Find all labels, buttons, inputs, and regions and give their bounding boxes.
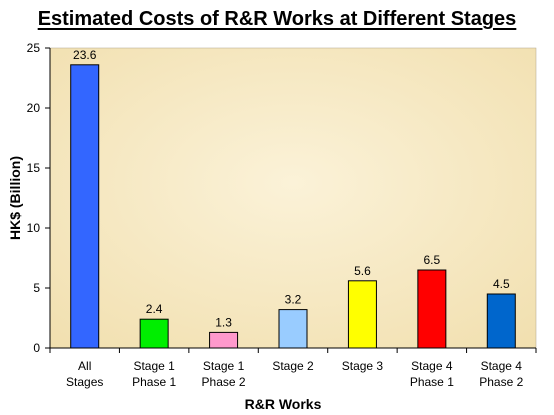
- x-category-label: Stage 4: [481, 359, 523, 373]
- y-tick-label: 20: [27, 101, 41, 115]
- x-category-label: All: [78, 359, 91, 373]
- y-tick-label: 15: [27, 161, 41, 175]
- data-label: 2.4: [146, 302, 163, 316]
- bar: [139, 318, 169, 349]
- data-label: 1.3: [215, 315, 232, 329]
- x-category-label: Phase 1: [132, 375, 176, 389]
- x-category-label: Stage 1: [133, 359, 175, 373]
- x-category-label: Phase 2: [202, 375, 246, 389]
- y-tick-label: 0: [33, 341, 40, 355]
- data-label: 5.6: [354, 264, 371, 278]
- data-label: 4.5: [493, 277, 510, 291]
- data-label: 6.5: [424, 253, 441, 267]
- x-category-label: Stage 3: [342, 359, 384, 373]
- y-tick-label: 5: [33, 281, 40, 295]
- x-axis-title: R&R Works: [245, 396, 322, 412]
- x-category-label: Stage 4: [411, 359, 453, 373]
- y-axis-title: HK$ (Billion): [7, 156, 23, 240]
- x-category-label: Phase 2: [479, 375, 523, 389]
- y-tick-label: 25: [27, 41, 41, 55]
- bar: [209, 331, 239, 349]
- bar: [486, 293, 516, 349]
- x-category-label: Stages: [66, 375, 103, 389]
- plot-area: [49, 47, 537, 349]
- data-label: 23.6: [73, 48, 97, 62]
- bar: [70, 64, 100, 349]
- data-label: 3.2: [285, 293, 302, 307]
- bar: [278, 309, 308, 349]
- bar: [417, 269, 447, 349]
- bar: [347, 280, 377, 349]
- x-category-label: Phase 1: [410, 375, 454, 389]
- x-category-label: Stage 1: [203, 359, 245, 373]
- x-category-label: Stage 2: [272, 359, 314, 373]
- chart-title: Estimated Costs of R&R Works at Differen…: [37, 8, 517, 30]
- y-tick-label: 10: [27, 221, 41, 235]
